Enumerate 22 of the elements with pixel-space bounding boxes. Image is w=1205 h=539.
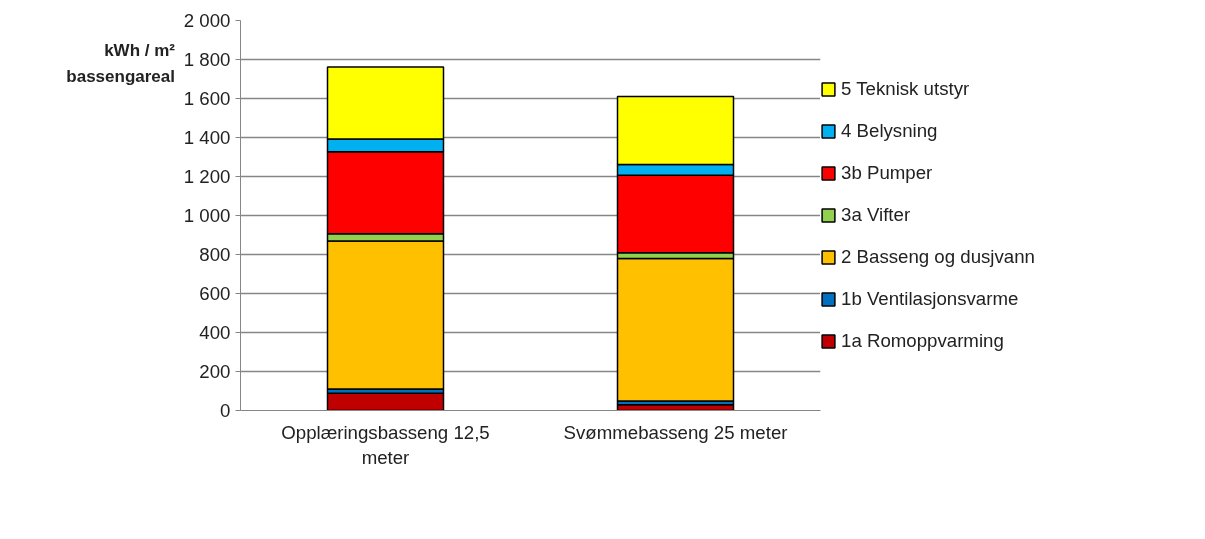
x-tick-label: Opplæringsbasseng 12,5 meter [281, 421, 490, 468]
y-tick-label: 400 [199, 322, 231, 343]
y-tick-label: 1 800 [183, 49, 231, 70]
legend-label: 1b Ventilasjonsvarme [841, 288, 1019, 310]
y-tick-label: 1 600 [183, 88, 231, 109]
y-tick-label: 0 [220, 400, 231, 421]
x-tick-label: Svømmebasseng 25 meter [563, 421, 788, 443]
y-tick-label: 200 [199, 361, 231, 382]
legend-label: 3b Pumper [841, 162, 933, 184]
y-tick-label: 1 200 [183, 166, 231, 187]
y-tick-label: 2 000 [183, 10, 231, 31]
y-tick-label: 800 [199, 244, 231, 265]
y-axis-title: kWh / m² bassengareal [66, 40, 175, 88]
legend-label: 2 Basseng og dusjvann [841, 246, 1035, 268]
legend-label: 1a Romoppvarming [841, 330, 1004, 352]
y-tick-label: 1 000 [183, 205, 231, 226]
bar [616, 257, 735, 402]
y-tick-label: 600 [199, 283, 231, 304]
legend-label: 4 Belysning [841, 120, 938, 142]
y-tick-label: 1 400 [183, 127, 231, 148]
legend-label: 5 Teknisk utstyr [841, 78, 970, 100]
legend-label: 3a Vifter [841, 204, 911, 226]
